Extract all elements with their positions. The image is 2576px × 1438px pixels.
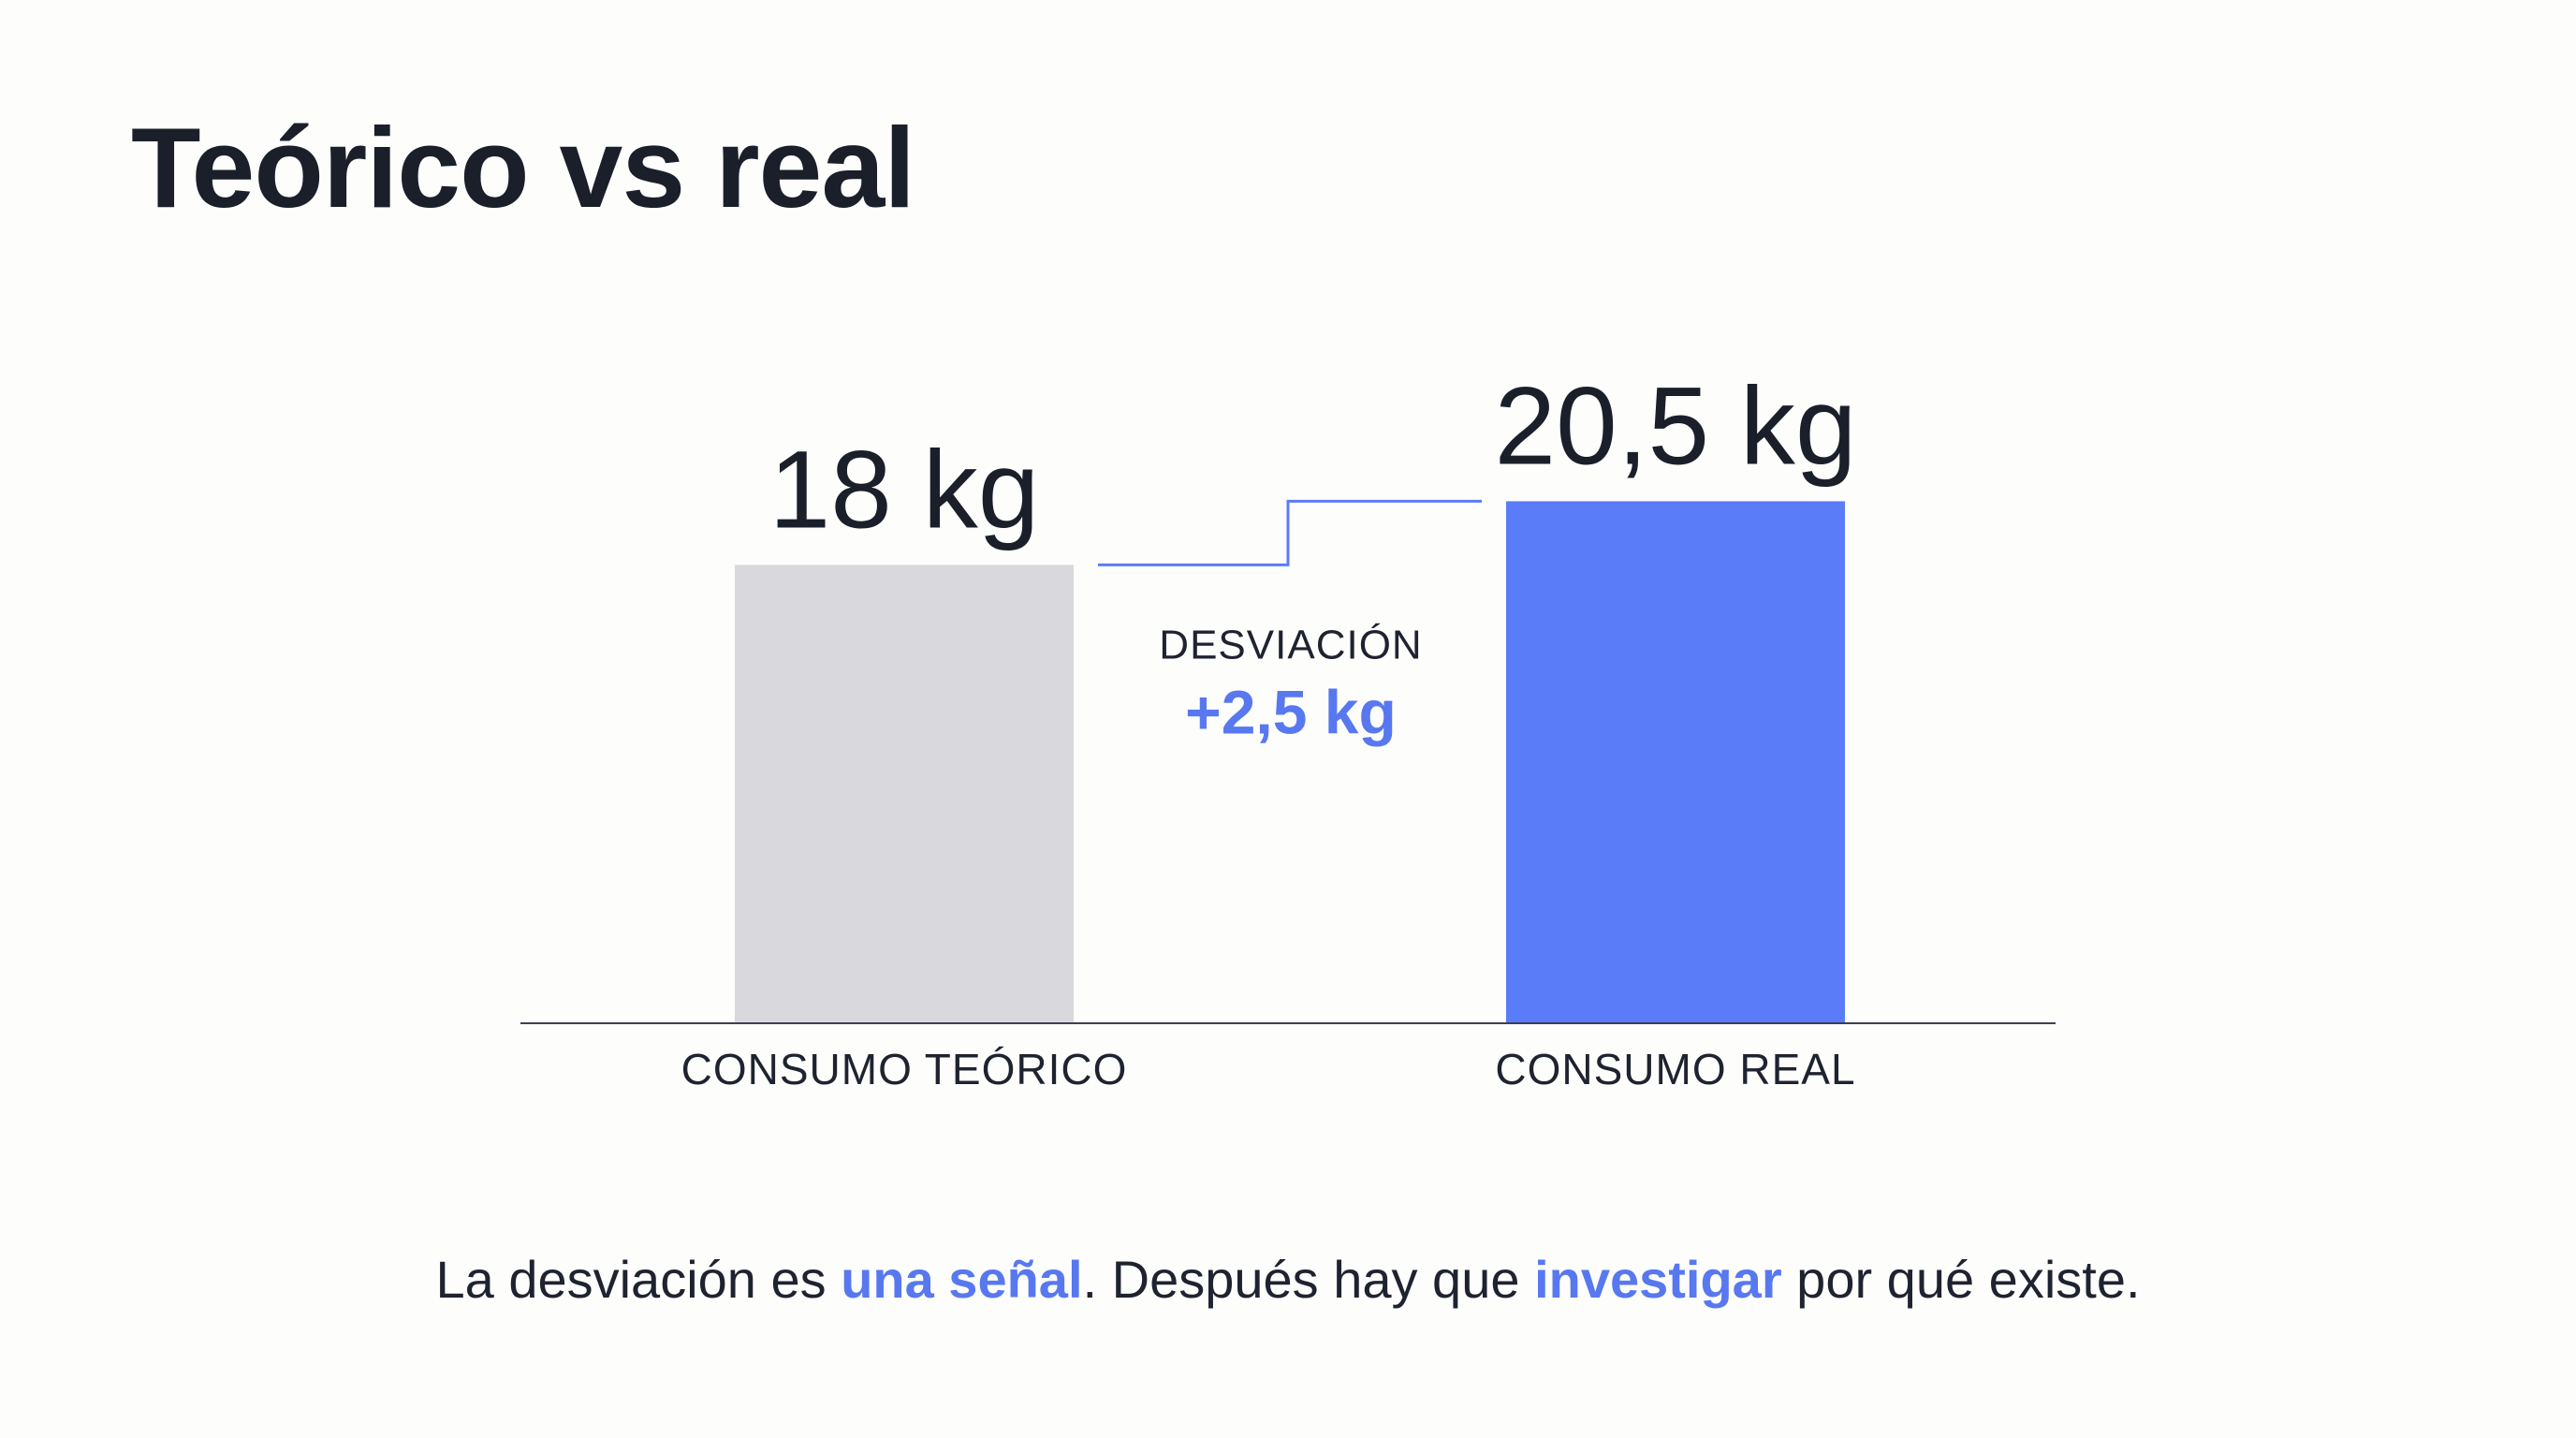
bar-theoretical <box>735 565 1074 1023</box>
caption-text-1: La desviación es <box>435 1250 842 1309</box>
caption-highlight-signal: una señal <box>841 1250 1083 1309</box>
bar-real <box>1506 501 1845 1023</box>
caption-highlight-investigate: investigar <box>1534 1250 1782 1309</box>
category-label: CONSUMO REAL <box>1495 1045 1855 1093</box>
deviation-connector <box>1098 499 1482 566</box>
caption-text-3: por qué existe. <box>1781 1250 2141 1309</box>
caption-text-2: . Después hay que <box>1082 1250 1535 1309</box>
deviation-value: +2,5 kg <box>1185 677 1397 746</box>
footer-caption: La desviación es una señal. Después hay … <box>0 1249 2576 1310</box>
deviation-label: DESVIACIÓN <box>1159 622 1422 668</box>
bar-value-label: 20,5 kg <box>1494 364 1856 488</box>
bar-value-label: 18 kg <box>769 428 1040 551</box>
category-label: CONSUMO TEÓRICO <box>681 1045 1128 1093</box>
slide-title: Teórico vs real <box>131 104 915 231</box>
